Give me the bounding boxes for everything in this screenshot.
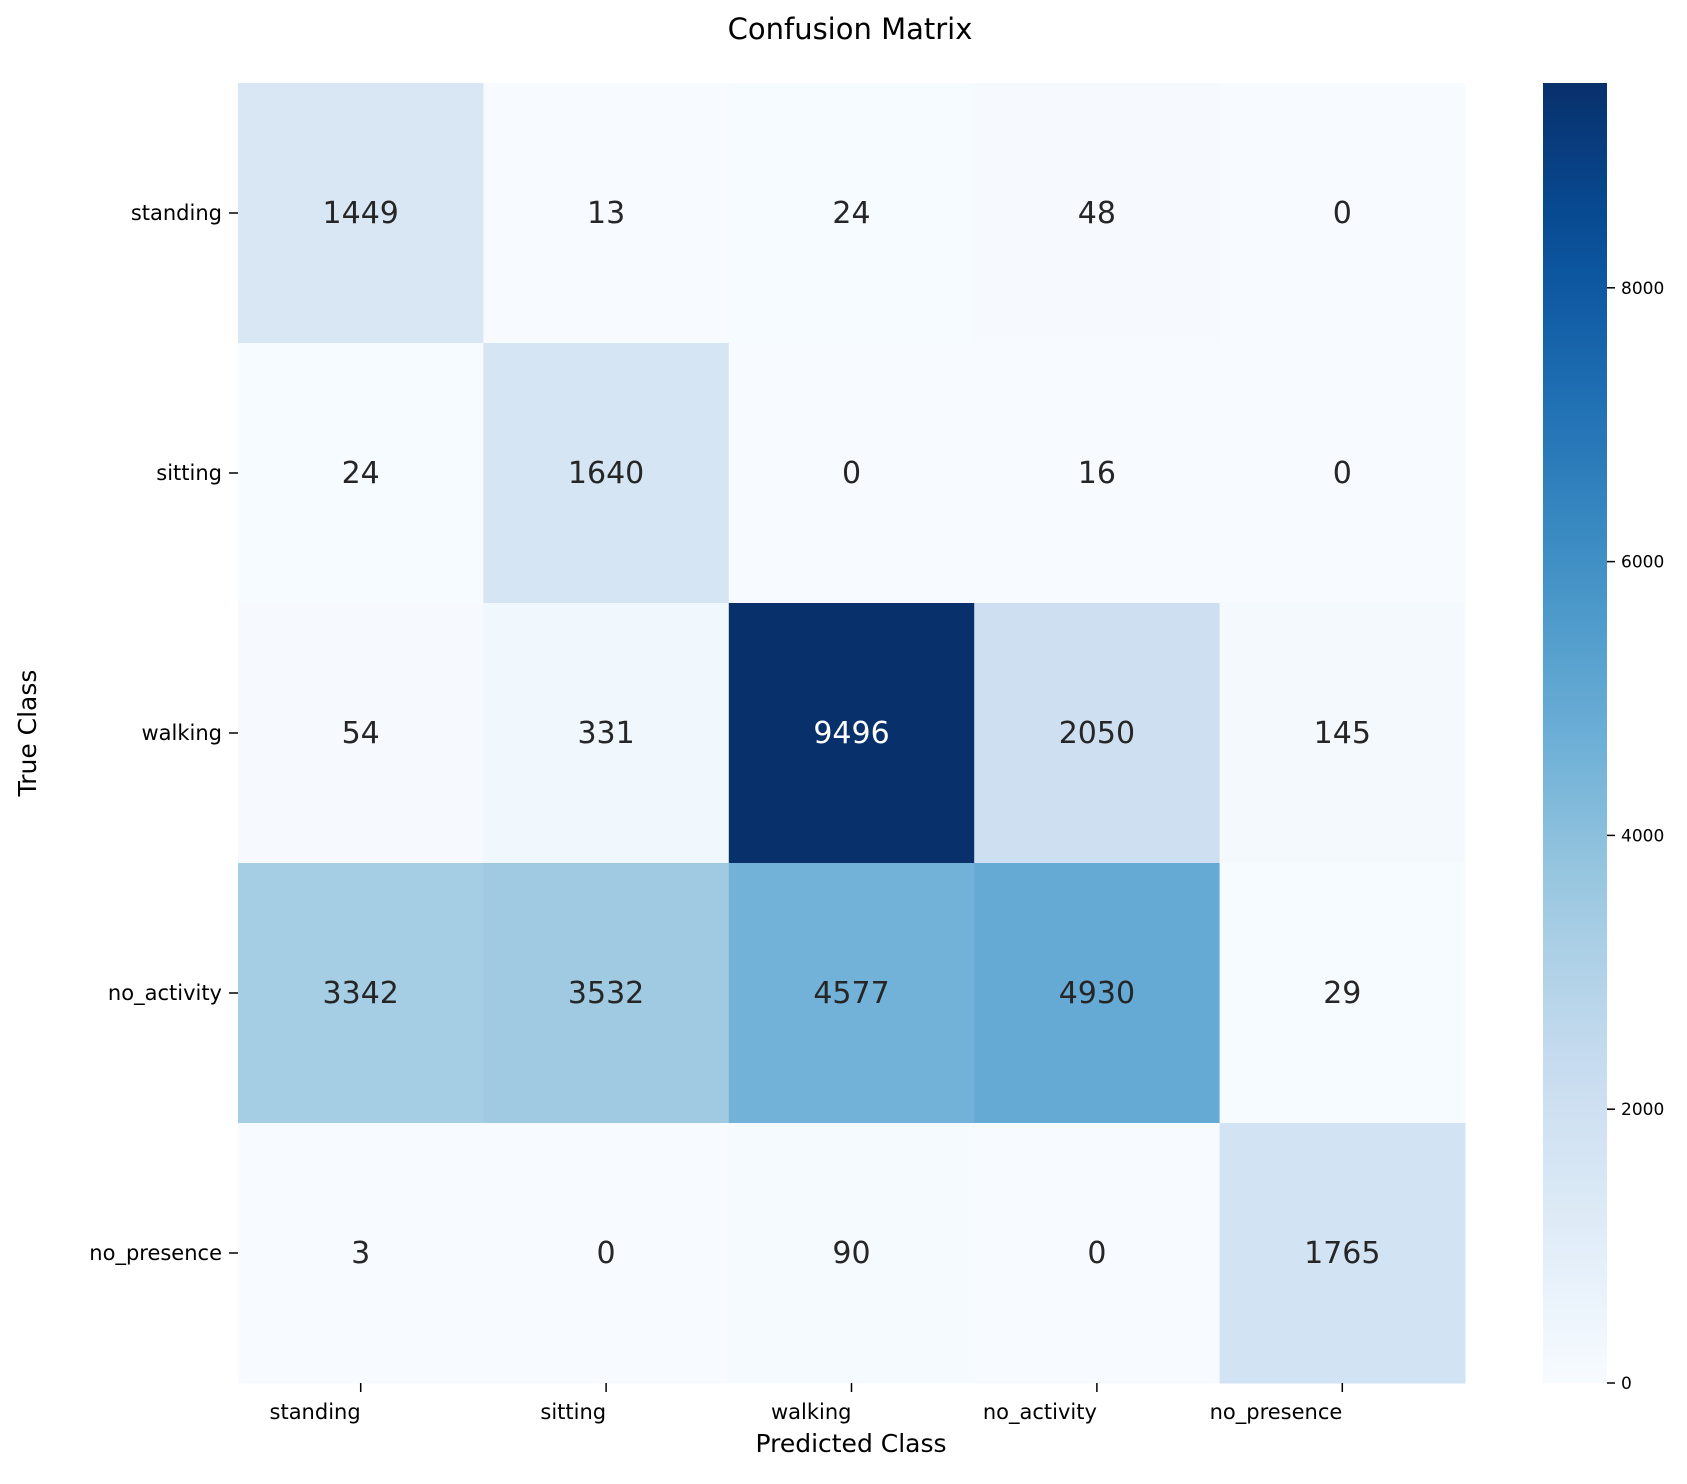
cell-value-3-2: 4577 xyxy=(813,976,889,1011)
heatmap-cell-4-4 xyxy=(1219,1123,1466,1384)
heatmap-cell-2-4 xyxy=(1219,603,1466,864)
cell-value-2-0: 54 xyxy=(342,716,380,751)
heatmap-cell-3-1 xyxy=(483,863,730,1124)
cell-value-0-2: 24 xyxy=(832,196,870,231)
cell-value-2-4: 145 xyxy=(1314,716,1371,751)
cell-value-4-4: 1765 xyxy=(1304,1236,1380,1271)
cell-value-1-0: 24 xyxy=(342,456,380,491)
heatmap-cell-2-2 xyxy=(728,603,975,864)
chart-title: Confusion Matrix xyxy=(728,12,973,46)
cell-value-1-4: 0 xyxy=(1333,456,1352,491)
heatmap-cell-1-2 xyxy=(728,343,975,604)
heatmap-cell-1-3 xyxy=(974,343,1221,604)
x-tick-label-2: walking xyxy=(771,1400,852,1424)
cell-value-0-4: 0 xyxy=(1333,196,1352,231)
cell-value-2-3: 2050 xyxy=(1059,716,1135,751)
y-axis-label: True Class xyxy=(13,670,42,798)
heatmap-cell-3-4 xyxy=(1219,863,1466,1124)
colorbar-tick-label-4: 8000 xyxy=(1621,279,1664,299)
x-tick-label-3: no_activity xyxy=(983,1400,1097,1425)
heatmap-cell-1-1 xyxy=(483,343,730,604)
colorbar-tick-label-2: 4000 xyxy=(1621,826,1664,846)
colorbar-gradient xyxy=(1543,83,1607,1383)
heatmap-cell-0-4 xyxy=(1219,83,1466,344)
heatmap-cell-4-0 xyxy=(238,1123,484,1384)
x-tick-label-1: sitting xyxy=(540,1400,606,1424)
heatmap-cell-labels: 1449 13 24 48 0 24 1640 0 16 0 54 331 9496 2050 145 334… xyxy=(323,196,1381,1271)
heatmap-cell-0-3 xyxy=(974,83,1221,344)
cell-value-1-2: 0 xyxy=(842,456,861,491)
heatmap-cell-3-0 xyxy=(238,863,484,1124)
heatmap-cell-2-1 xyxy=(483,603,730,864)
heatmap-cell-4-3 xyxy=(974,1123,1221,1384)
y-tick-label-1: sitting xyxy=(156,461,222,485)
heatmap-cell-4-1 xyxy=(483,1123,730,1384)
cell-value-4-1: 0 xyxy=(597,1236,616,1271)
cell-value-1-3: 16 xyxy=(1078,456,1116,491)
heatmap-cell-3-3 xyxy=(974,863,1221,1124)
heatmap-cell-4-2 xyxy=(728,1123,975,1384)
cell-value-0-0: 1449 xyxy=(323,196,399,231)
heatmap-cell-2-0 xyxy=(238,603,484,864)
cell-value-3-3: 4930 xyxy=(1059,976,1135,1011)
heatmap-cell-0-1 xyxy=(483,83,730,344)
cell-value-0-1: 13 xyxy=(587,196,625,231)
x-tick-label-0: standing xyxy=(270,1400,361,1424)
heatmap-cell-1-0 xyxy=(238,343,484,604)
colorbar-tick-label-1: 2000 xyxy=(1621,1100,1664,1120)
heatmap-cell-3-2 xyxy=(728,863,975,1124)
heatmap-cell-2-3 xyxy=(974,603,1221,864)
cell-value-4-2: 90 xyxy=(832,1236,870,1271)
x-axis-ticks: standing sitting walking no_activity no_pres… xyxy=(270,1383,1344,1425)
colorbar-tick-label-3: 6000 xyxy=(1621,553,1664,573)
heatmap-cell-1-4 xyxy=(1219,343,1466,604)
cell-value-2-2: 9496 xyxy=(813,716,889,751)
heatmap-cells xyxy=(238,83,1466,1384)
colorbar-ticks: 0 2000 4000 6000 8000 xyxy=(1607,279,1664,1394)
cell-value-0-3: 48 xyxy=(1078,196,1116,231)
y-tick-label-4: no_presence xyxy=(89,1241,222,1266)
colorbar-tick-label-0: 0 xyxy=(1621,1374,1632,1394)
cell-value-3-1: 3532 xyxy=(568,976,644,1011)
y-tick-label-0: standing xyxy=(131,201,222,225)
y-tick-label-2: walking xyxy=(141,721,222,745)
cell-value-4-3: 0 xyxy=(1087,1236,1106,1271)
cell-value-3-0: 3342 xyxy=(323,976,399,1011)
y-tick-label-3: no_activity xyxy=(108,981,222,1006)
cell-value-2-1: 331 xyxy=(577,716,634,751)
cell-value-4-0: 3 xyxy=(351,1236,370,1271)
y-axis-ticks: standing sitting walking no_activity no_pres… xyxy=(89,201,238,1266)
cell-value-3-4: 29 xyxy=(1323,976,1361,1011)
x-tick-label-4: no_presence xyxy=(1210,1400,1343,1425)
cell-value-1-1: 1640 xyxy=(568,456,644,491)
x-axis-label: Predicted Class xyxy=(755,1429,946,1458)
colorbar: 0 2000 4000 6000 8000 xyxy=(1543,83,1664,1394)
heatmap-cell-0-2 xyxy=(728,83,975,344)
heatmap-cell-0-0 xyxy=(238,83,484,344)
